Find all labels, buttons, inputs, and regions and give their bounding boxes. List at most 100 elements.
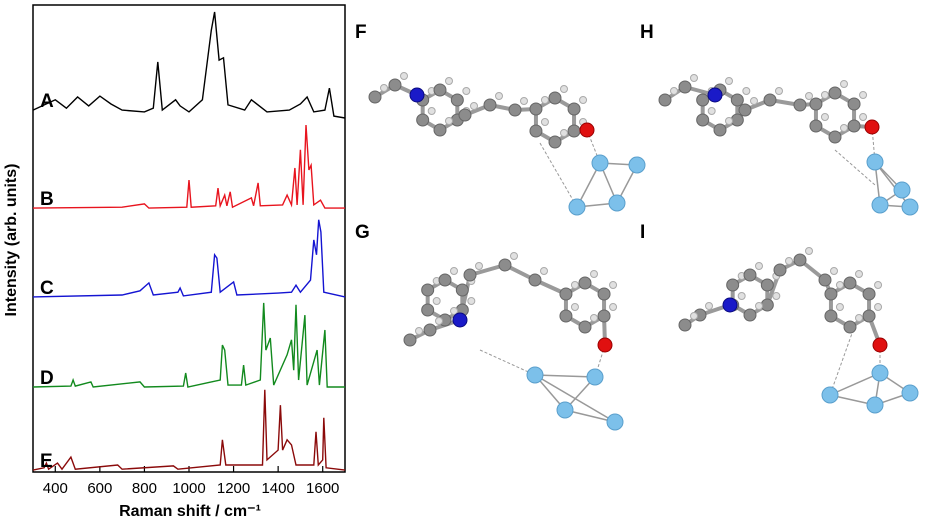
panel-label: I [640,222,645,243]
nitrogen-atom [452,312,468,328]
oxygen-atom [872,337,888,353]
carbon-atom [458,108,472,122]
carbon-atom [433,123,447,137]
spectrum [32,302,345,388]
hydrogen-atom [427,107,436,115]
hydrogen-atom [742,87,751,95]
hydrogen-atom [737,292,746,300]
hydrogen-atom [835,281,844,289]
hydrogen-atom [755,302,763,310]
carbon-atom [368,90,382,104]
structure-panel: I [640,222,919,414]
metal-atom [866,396,884,414]
hydrogen-atom [609,303,618,311]
spectrum [32,219,346,298]
hydrogen-atom [859,91,868,99]
metal-atom [526,366,544,384]
carbon-atom [743,308,757,322]
carbon-atom [597,287,611,301]
carbon-atom [559,287,573,301]
hydrogen-atom [840,124,848,132]
metal-atom [586,368,604,386]
hydrogen-atom [470,102,478,110]
carbon-atom [862,287,876,301]
carbon-atom [862,309,876,323]
spectrum [32,389,346,471]
metal-atom [568,198,586,216]
metal-atom [901,198,919,216]
oxygen-atom [597,337,613,353]
carbon-atom [760,278,774,292]
spectrum-label: B [40,189,54,210]
carbon-atom [828,130,842,144]
metal-atom [608,194,626,212]
carbon-atom [483,98,497,112]
carbon-atom [793,98,807,112]
hydrogen-bond [479,349,536,376]
carbon-atom [760,298,774,312]
hydrogen-atom [805,92,813,100]
carbon-atom [828,86,842,100]
carbon-atom [847,119,861,133]
hydrogen-atom [445,77,453,85]
carbon-atom [529,102,543,116]
carbon-atom [730,93,744,107]
hydrogen-atom [755,262,763,270]
carbon-atom [416,113,430,127]
carbon-atom [824,309,838,323]
carbon-atom [423,323,437,337]
hydrogen-atom [772,292,781,300]
carbon-atom [658,93,672,107]
carbon-atom [463,268,477,282]
x-tick-label: 1200 [217,480,250,497]
structure-panel: H [640,22,919,216]
hydrogen-atom [805,247,813,255]
spectrum-label: E [40,451,53,472]
hydrogen-atom [775,87,783,95]
carbon-atom [597,309,611,323]
hydrogen-atom [820,113,829,121]
hydrogen-atom [540,96,549,104]
cluster-bond [874,161,911,208]
carbon-atom [421,303,435,317]
hydrogen-atom [725,117,733,125]
carbon-atom [548,91,562,105]
hydrogen-atom [785,257,793,265]
hydrogen-atom [560,85,568,93]
hydrogen-atom [707,107,716,115]
plot-frame [32,4,346,473]
hydrogen-bond [539,142,578,208]
carbon-atom [726,278,740,292]
metal-atom [866,153,884,171]
metal-atom [606,413,624,431]
carbon-atom [403,333,417,347]
spectrum-label: C [40,278,54,299]
hydrogen-atom [415,327,423,335]
carbon-atom [763,93,777,107]
hydrogen-atom [467,297,476,305]
carbon-atom [809,119,823,133]
metal-atom [893,181,911,199]
hydrogen-atom [609,281,618,289]
hydrogen-atom [462,87,471,95]
hydrogen-atom [400,72,408,80]
x-axis-label: Raman shift / cm⁻¹ [119,503,261,520]
carbon-atom [678,80,692,94]
cluster-bond [534,374,596,378]
carbon-atom [824,287,838,301]
hydrogen-atom [540,267,548,275]
x-tick-label: 1400 [261,480,294,497]
structure-panel: F [355,22,646,216]
cluster-bond [564,409,616,423]
x-tick-label: 1000 [172,480,205,497]
hydrogen-bond [829,324,856,396]
hydrogen-atom [570,281,579,289]
carbon-atom [433,83,447,97]
metal-atom [591,154,609,172]
carbon-atom [450,93,464,107]
spectrum [32,11,346,119]
carbon-atom [421,283,435,297]
carbon-atom [567,102,581,116]
carbon-atom [678,318,692,332]
